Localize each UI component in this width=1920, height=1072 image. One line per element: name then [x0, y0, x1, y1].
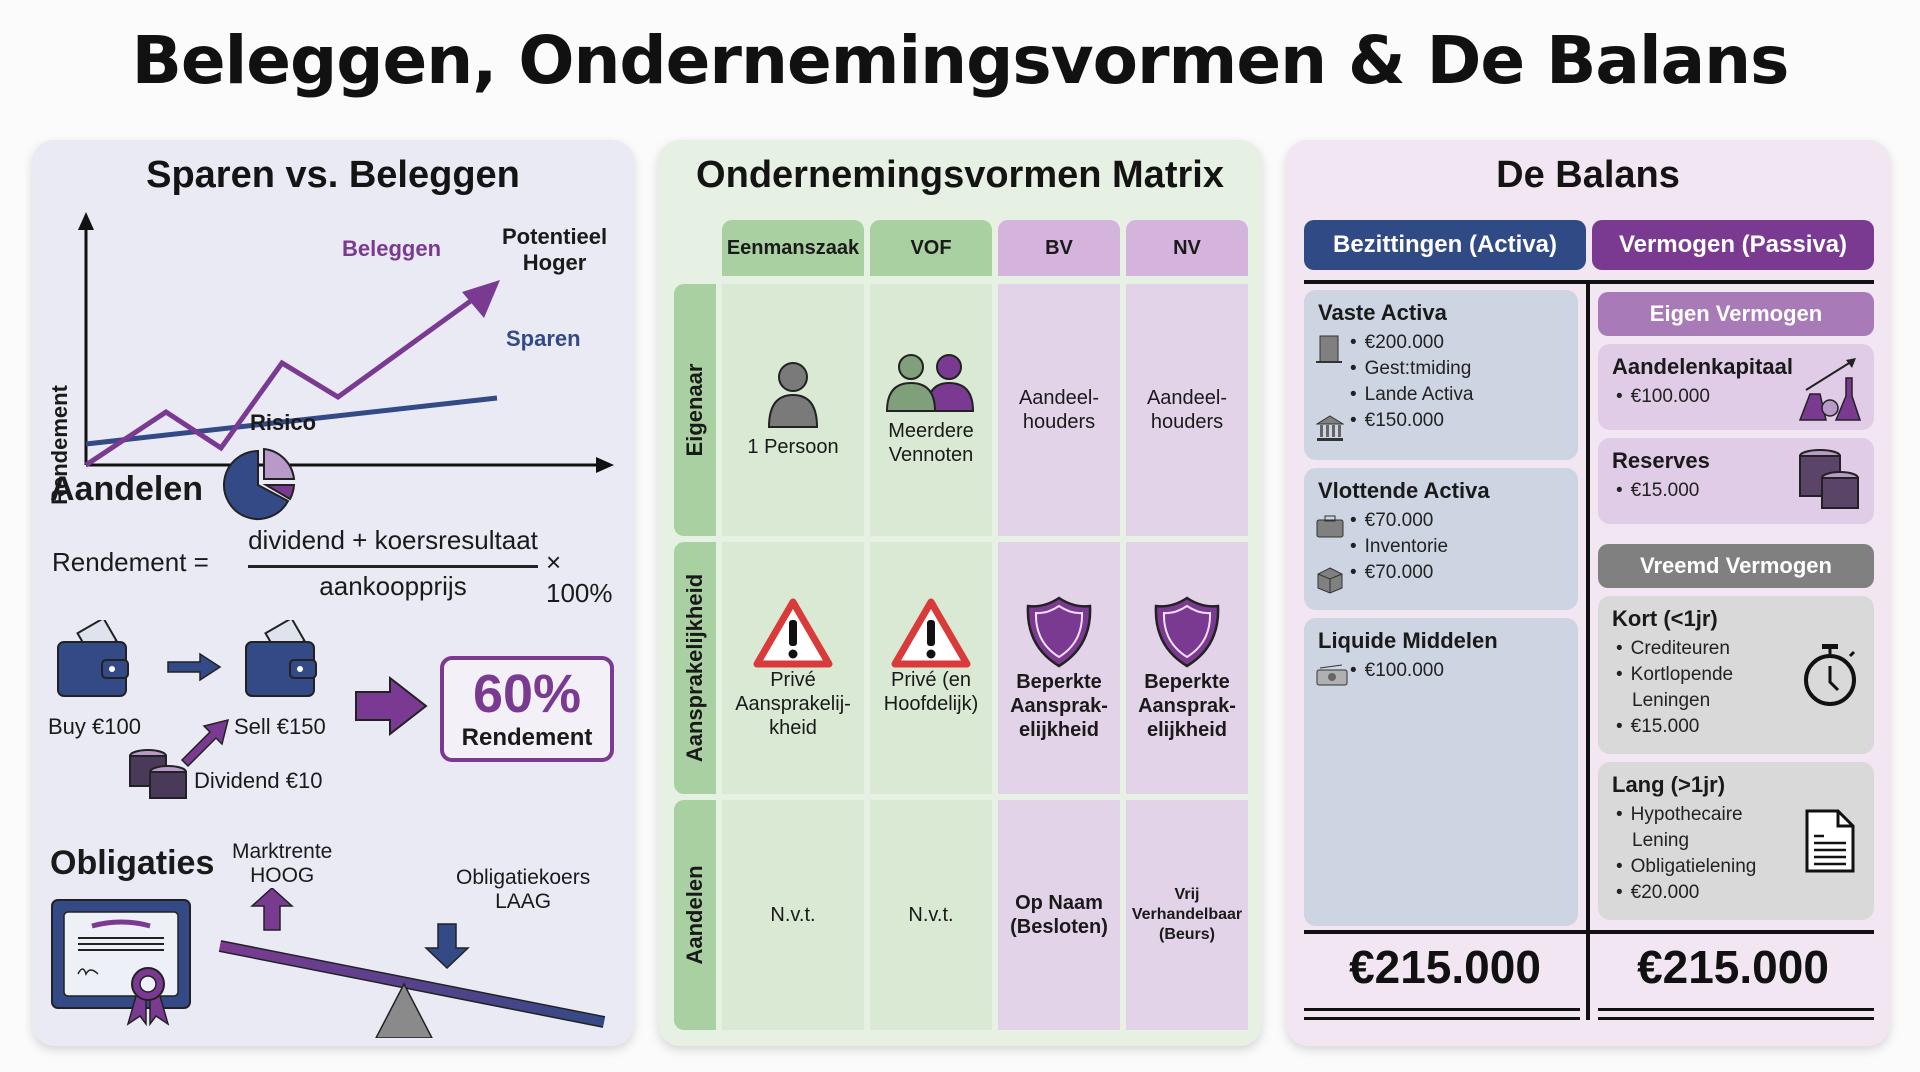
shield-icon	[1154, 596, 1220, 668]
eigen-vermogen-header: Eigen Vermogen	[1598, 292, 1874, 336]
arrow-up-right-icon	[180, 718, 230, 768]
row-header-eigenaar: Eigenaar	[674, 284, 716, 536]
totals-top-rule	[1304, 930, 1874, 934]
reserves-box: Reserves €15.000	[1598, 438, 1874, 524]
wallet-sell-icon	[245, 620, 317, 697]
activa-header: Bezittingen (Activa)	[1304, 220, 1586, 270]
kort-title: Kort (<1jr)	[1612, 606, 1718, 631]
formula-multiplier: × 100%	[546, 547, 613, 608]
sell-label: Sell €150	[234, 714, 326, 739]
rendement-percentage: 60%	[472, 664, 582, 724]
cell-eigenaar-vof: Meerdere Vennoten	[870, 284, 992, 536]
panel-title-sparen: Sparen vs. Beleggen	[146, 154, 520, 196]
double-underline-activa	[1304, 1008, 1580, 1011]
double-underline-passiva	[1598, 1008, 1874, 1011]
bond-certificate-icon	[51, 899, 191, 1027]
building-icon	[1316, 335, 1342, 363]
cell-aansprakelijkheid-vof: Privé (en Hoofdelijk)	[870, 542, 992, 794]
legend-sparen: Sparen	[506, 326, 581, 351]
coins-stack-icon	[1799, 449, 1859, 509]
reserves-title: Reserves	[1612, 448, 1710, 473]
cash-icon	[1316, 664, 1348, 686]
row-header-aansprakelijkheid: Aansprakelijkheid	[674, 542, 716, 794]
vaste-activa-box: Vaste Activa €200.000 Gest:tmiding Lande…	[1304, 290, 1578, 460]
formula-denominator: aankoopprijs	[319, 571, 467, 601]
multiple-persons-icon	[885, 354, 975, 412]
vreemd-vermogen-header: Vreemd Vermogen	[1598, 544, 1874, 588]
total-activa: €215.000	[1349, 941, 1541, 993]
bank-icon	[1316, 415, 1344, 441]
panel-title-matrix: Ondernemingsvormen Matrix	[696, 154, 1224, 196]
t-account-divider	[1586, 280, 1590, 1020]
buy-label: Buy €100	[48, 714, 141, 739]
risk-return-chart	[78, 212, 614, 473]
rendement-formula: Rendement = dividend + koersresultaat aa…	[52, 525, 622, 608]
vlottende-activa-box: Vlottende Activa €70.000 Inventorie €70.…	[1304, 468, 1578, 610]
vlottende-activa-title: Vlottende Activa	[1318, 478, 1490, 503]
liquide-middelen-box: Liquide Middelen €100.000	[1304, 618, 1578, 926]
growth-chart-icon	[1798, 358, 1862, 421]
dividend-label: Dividend €10	[194, 768, 323, 793]
column-header-eenmanszaak: Eenmanszaak	[722, 220, 864, 276]
column-header-vof: VOF	[870, 220, 992, 276]
liquide-middelen-title: Liquide Middelen	[1318, 628, 1498, 653]
double-underline-passiva-2	[1598, 1017, 1874, 1020]
panel-title-balans: De Balans	[1496, 154, 1680, 196]
shield-icon	[1026, 596, 1092, 668]
double-underline-activa-2	[1304, 1017, 1580, 1020]
annotation-potentieel-hoger: Potentieel Hoger	[502, 224, 608, 275]
marktrente-label: Marktrente HOOG	[232, 840, 333, 887]
formula-numerator: dividend + koersresultaat	[248, 525, 538, 555]
cell-aansprakelijkheid-bv: Beperkte Aansprak- elijkheid	[998, 542, 1120, 794]
lang-title: Lang (>1jr)	[1612, 772, 1726, 797]
panel-de-balans: De Balans Bezittingen (Activa) Vermogen …	[1286, 140, 1890, 1046]
pie-chart-icon	[223, 447, 296, 520]
cell-aansprakelijkheid-eenmanszaak: Privé Aansprakelij- kheid	[722, 542, 864, 794]
rendement-result-label: Rendement	[461, 724, 593, 751]
seesaw-illustration	[218, 888, 606, 1038]
page-title: Beleggen, Ondernemingsvormen & De Balans	[131, 22, 1790, 99]
warning-icon	[753, 598, 833, 668]
vaste-activa-title: Vaste Activa	[1318, 300, 1447, 325]
single-person-icon	[767, 362, 819, 428]
legend-beleggen: Beleggen	[342, 236, 442, 261]
stopwatch-icon	[1804, 644, 1856, 706]
fraction-line	[248, 565, 538, 568]
aandelenkapitaal-box: Aandelenkapitaal €100.000	[1598, 344, 1874, 430]
briefcase-icon	[1316, 515, 1344, 538]
box-icon	[1317, 567, 1343, 594]
coins-icon	[129, 749, 187, 799]
obligatiekoers-label: Obligatiekoers LAAG	[456, 866, 591, 913]
kort-box: Kort (<1jr) Crediteuren Kortlopende Leni…	[1598, 596, 1874, 754]
cell-eigenaar-bv: Aandeel- houders	[998, 284, 1120, 536]
passiva-header: Vermogen (Passiva)	[1592, 220, 1874, 270]
cell-aandelen-nv: Vrij Verhandelbaar (Beurs)	[1126, 800, 1248, 1030]
x-axis-label: Risico	[250, 410, 317, 435]
rendement-result-box: 60% Rendement	[440, 656, 614, 762]
cell-aandelen-vof: N.v.t.	[870, 800, 992, 1030]
column-header-bv: BV	[998, 220, 1120, 276]
cell-aansprakelijkheid-nv: Beperkte Aansprak- elijkheid	[1126, 542, 1248, 794]
warning-icon	[891, 598, 971, 668]
panel-ondernemingsvormen-matrix: Ondernemingsvormen Matrix Eenmanszaak VO…	[658, 140, 1262, 1046]
cell-eigenaar-nv: Aandeel- houders	[1126, 284, 1248, 536]
formula-lhs: Rendement =	[52, 547, 209, 577]
row-header-aandelen: Aandelen	[674, 800, 716, 1030]
wallet-buy-icon	[57, 620, 129, 697]
arrow-right-icon	[167, 652, 222, 682]
column-header-nv: NV	[1126, 220, 1248, 276]
aandelen-heading: Aandelen	[50, 470, 204, 508]
obligaties-heading: Obligaties	[50, 844, 215, 882]
big-arrow-right-icon	[355, 676, 428, 736]
aandelenkapitaal-title: Aandelenkapitaal	[1612, 354, 1793, 379]
cell-eigenaar-eenmanszaak: 1 Persoon	[722, 284, 864, 536]
panel-sparen-vs-beleggen: Sparen vs. Beleggen Rendement Risico Bel…	[32, 140, 634, 1046]
total-passiva: €215.000	[1637, 941, 1829, 993]
cell-aandelen-eenmanszaak: N.v.t.	[722, 800, 864, 1030]
lang-box: Lang (>1jr) Hypothecaire Lening Obligati…	[1598, 762, 1874, 920]
cell-aandelen-bv: Op Naam (Besloten)	[998, 800, 1120, 1030]
document-icon	[1805, 809, 1855, 873]
